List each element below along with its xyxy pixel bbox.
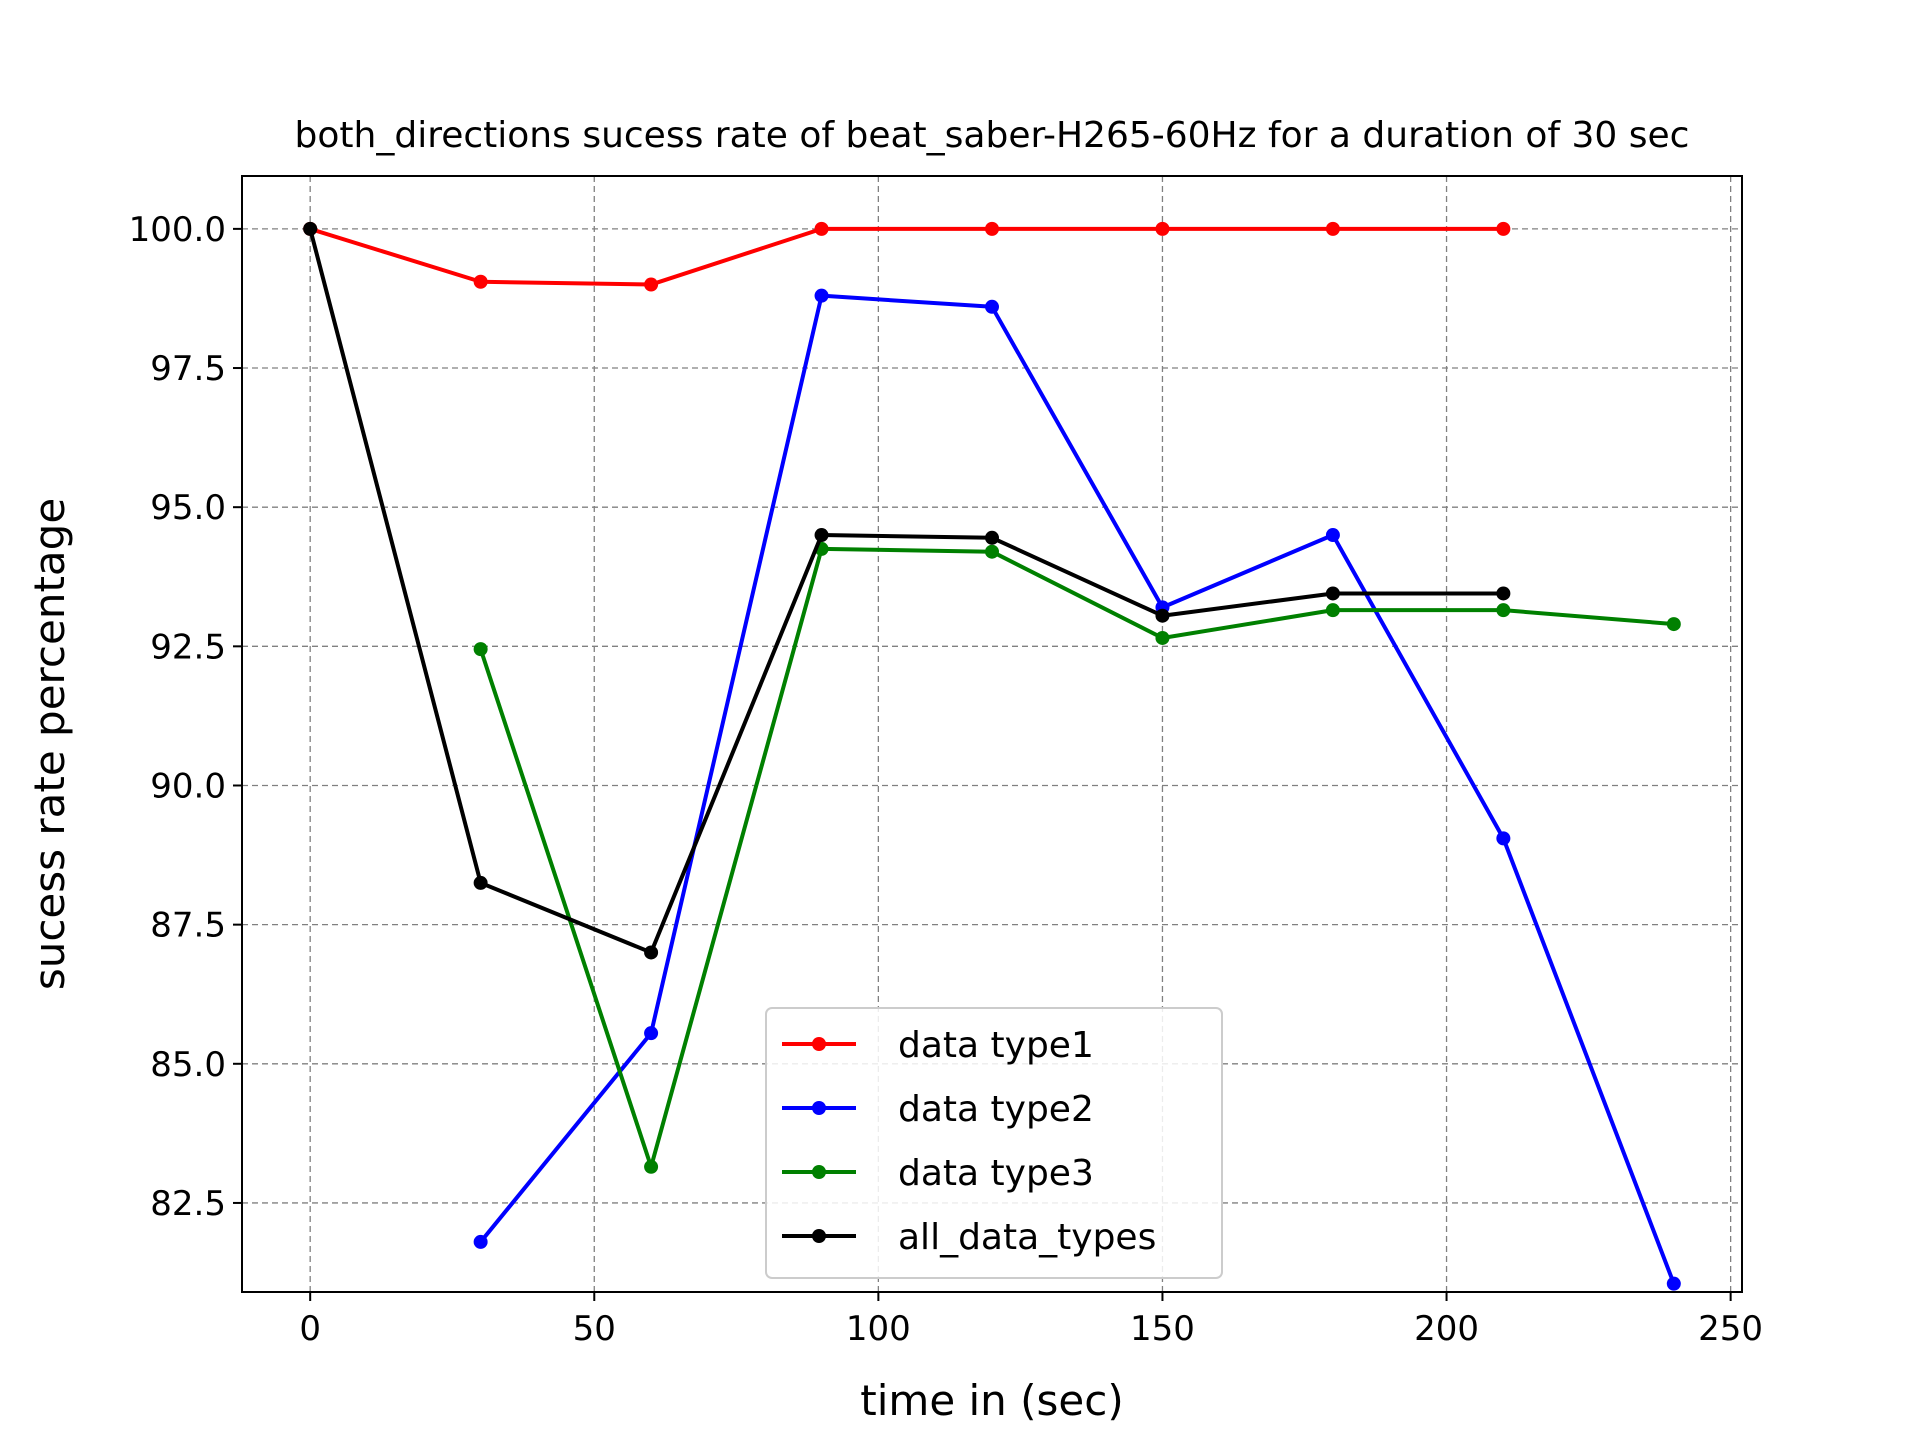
data-point-all-data-types <box>1496 586 1511 601</box>
data-point-data-type2 <box>473 1234 488 1249</box>
x-tick-label: 100 <box>846 1309 911 1349</box>
data-point-data-type1 <box>1155 221 1170 236</box>
x-tick-label: 200 <box>1414 1309 1479 1349</box>
y-tick-label: 90.0 <box>150 766 226 806</box>
data-point-data-type2 <box>1666 1276 1681 1291</box>
legend-label: data type3 <box>898 1153 1094 1194</box>
axis-ticks: 0 50 100 150 200 250 82.5 85.0 87.5 90.0 92.5 95.0 9… <box>129 210 1763 1349</box>
y-tick-label: 100.0 <box>129 210 226 250</box>
data-point-data-type3 <box>1325 603 1340 618</box>
y-tick-label: 85.0 <box>150 1045 226 1085</box>
y-tick-label: 82.5 <box>150 1184 226 1224</box>
legend-item-data-type3: data type3 <box>782 1153 1094 1194</box>
series-data-type2 <box>473 288 1681 1291</box>
data-point-all-data-types <box>303 221 318 236</box>
data-point-data-type1 <box>985 221 999 236</box>
legend-swatch-marker <box>812 1165 826 1179</box>
legend-swatch-marker <box>812 1037 826 1051</box>
data-point-data-type1 <box>814 221 829 236</box>
y-tick-label: 97.5 <box>150 349 226 389</box>
data-point-data-type2 <box>814 288 829 303</box>
data-point-data-type3 <box>644 1159 659 1174</box>
legend-swatch-marker <box>812 1101 826 1115</box>
data-point-data-type3 <box>1496 603 1511 618</box>
data-point-all-data-types <box>814 528 829 543</box>
data-point-data-type3 <box>1666 617 1681 632</box>
data-point-all-data-types <box>985 530 999 545</box>
legend-item-data-type2: data type2 <box>782 1089 1094 1130</box>
data-point-data-type3 <box>1155 630 1170 645</box>
data-point-data-type1 <box>1325 221 1340 236</box>
series-line-data-type1 <box>307 226 1506 287</box>
data-point-data-type1 <box>473 274 488 289</box>
data-point-data-type2 <box>644 1026 659 1041</box>
data-point-all-data-types <box>1155 608 1170 623</box>
plot-area-frame <box>241 175 1743 1293</box>
x-tick-label: 250 <box>1698 1309 1763 1349</box>
data-point-data-type3 <box>473 642 488 657</box>
chart-title: both_directions sucess rate of beat_sabe… <box>295 115 1690 156</box>
series-layer <box>303 221 1681 1291</box>
data-point-all-data-types <box>644 945 659 960</box>
data-point-data-type1 <box>644 277 659 292</box>
x-axis-label: time in (sec) <box>860 1376 1123 1425</box>
series-all-data-types <box>303 221 1511 960</box>
legend: data type1 data type2 data type3 all_data_t… <box>765 1007 1223 1279</box>
data-point-all-data-types <box>1325 586 1340 601</box>
y-tick-label: 92.5 <box>150 627 226 667</box>
legend-frame <box>765 1007 1223 1279</box>
legend-label: data type2 <box>898 1089 1094 1130</box>
legend-swatch-marker <box>812 1229 826 1243</box>
x-tick-label: 150 <box>1130 1309 1195 1349</box>
legend-label: all_data_types <box>898 1217 1156 1258</box>
y-tick-label: 87.5 <box>150 906 226 946</box>
y-axis-label: sucess rate percentage <box>25 498 74 990</box>
legend-item-data-type1: data type1 <box>782 1025 1094 1066</box>
data-point-data-type2 <box>1325 528 1340 543</box>
series-data-type3 <box>473 541 1681 1174</box>
series-line-all-data-types <box>307 226 1506 955</box>
y-tick-label: 95.0 <box>150 488 226 528</box>
series-line-data-type3 <box>478 546 1676 1169</box>
series-line-data-type2 <box>477 293 1677 1287</box>
legend-label: data type1 <box>898 1025 1094 1066</box>
x-tick-label: 50 <box>573 1309 616 1349</box>
data-point-data-type2 <box>985 299 999 314</box>
x-tick-label: 0 <box>299 1309 321 1349</box>
data-point-all-data-types <box>473 875 488 890</box>
data-point-data-type1 <box>1496 221 1511 236</box>
legend-item-all-data-types: all_data_types <box>782 1217 1156 1258</box>
data-point-data-type2 <box>1496 831 1511 846</box>
data-point-data-type3 <box>985 544 999 559</box>
